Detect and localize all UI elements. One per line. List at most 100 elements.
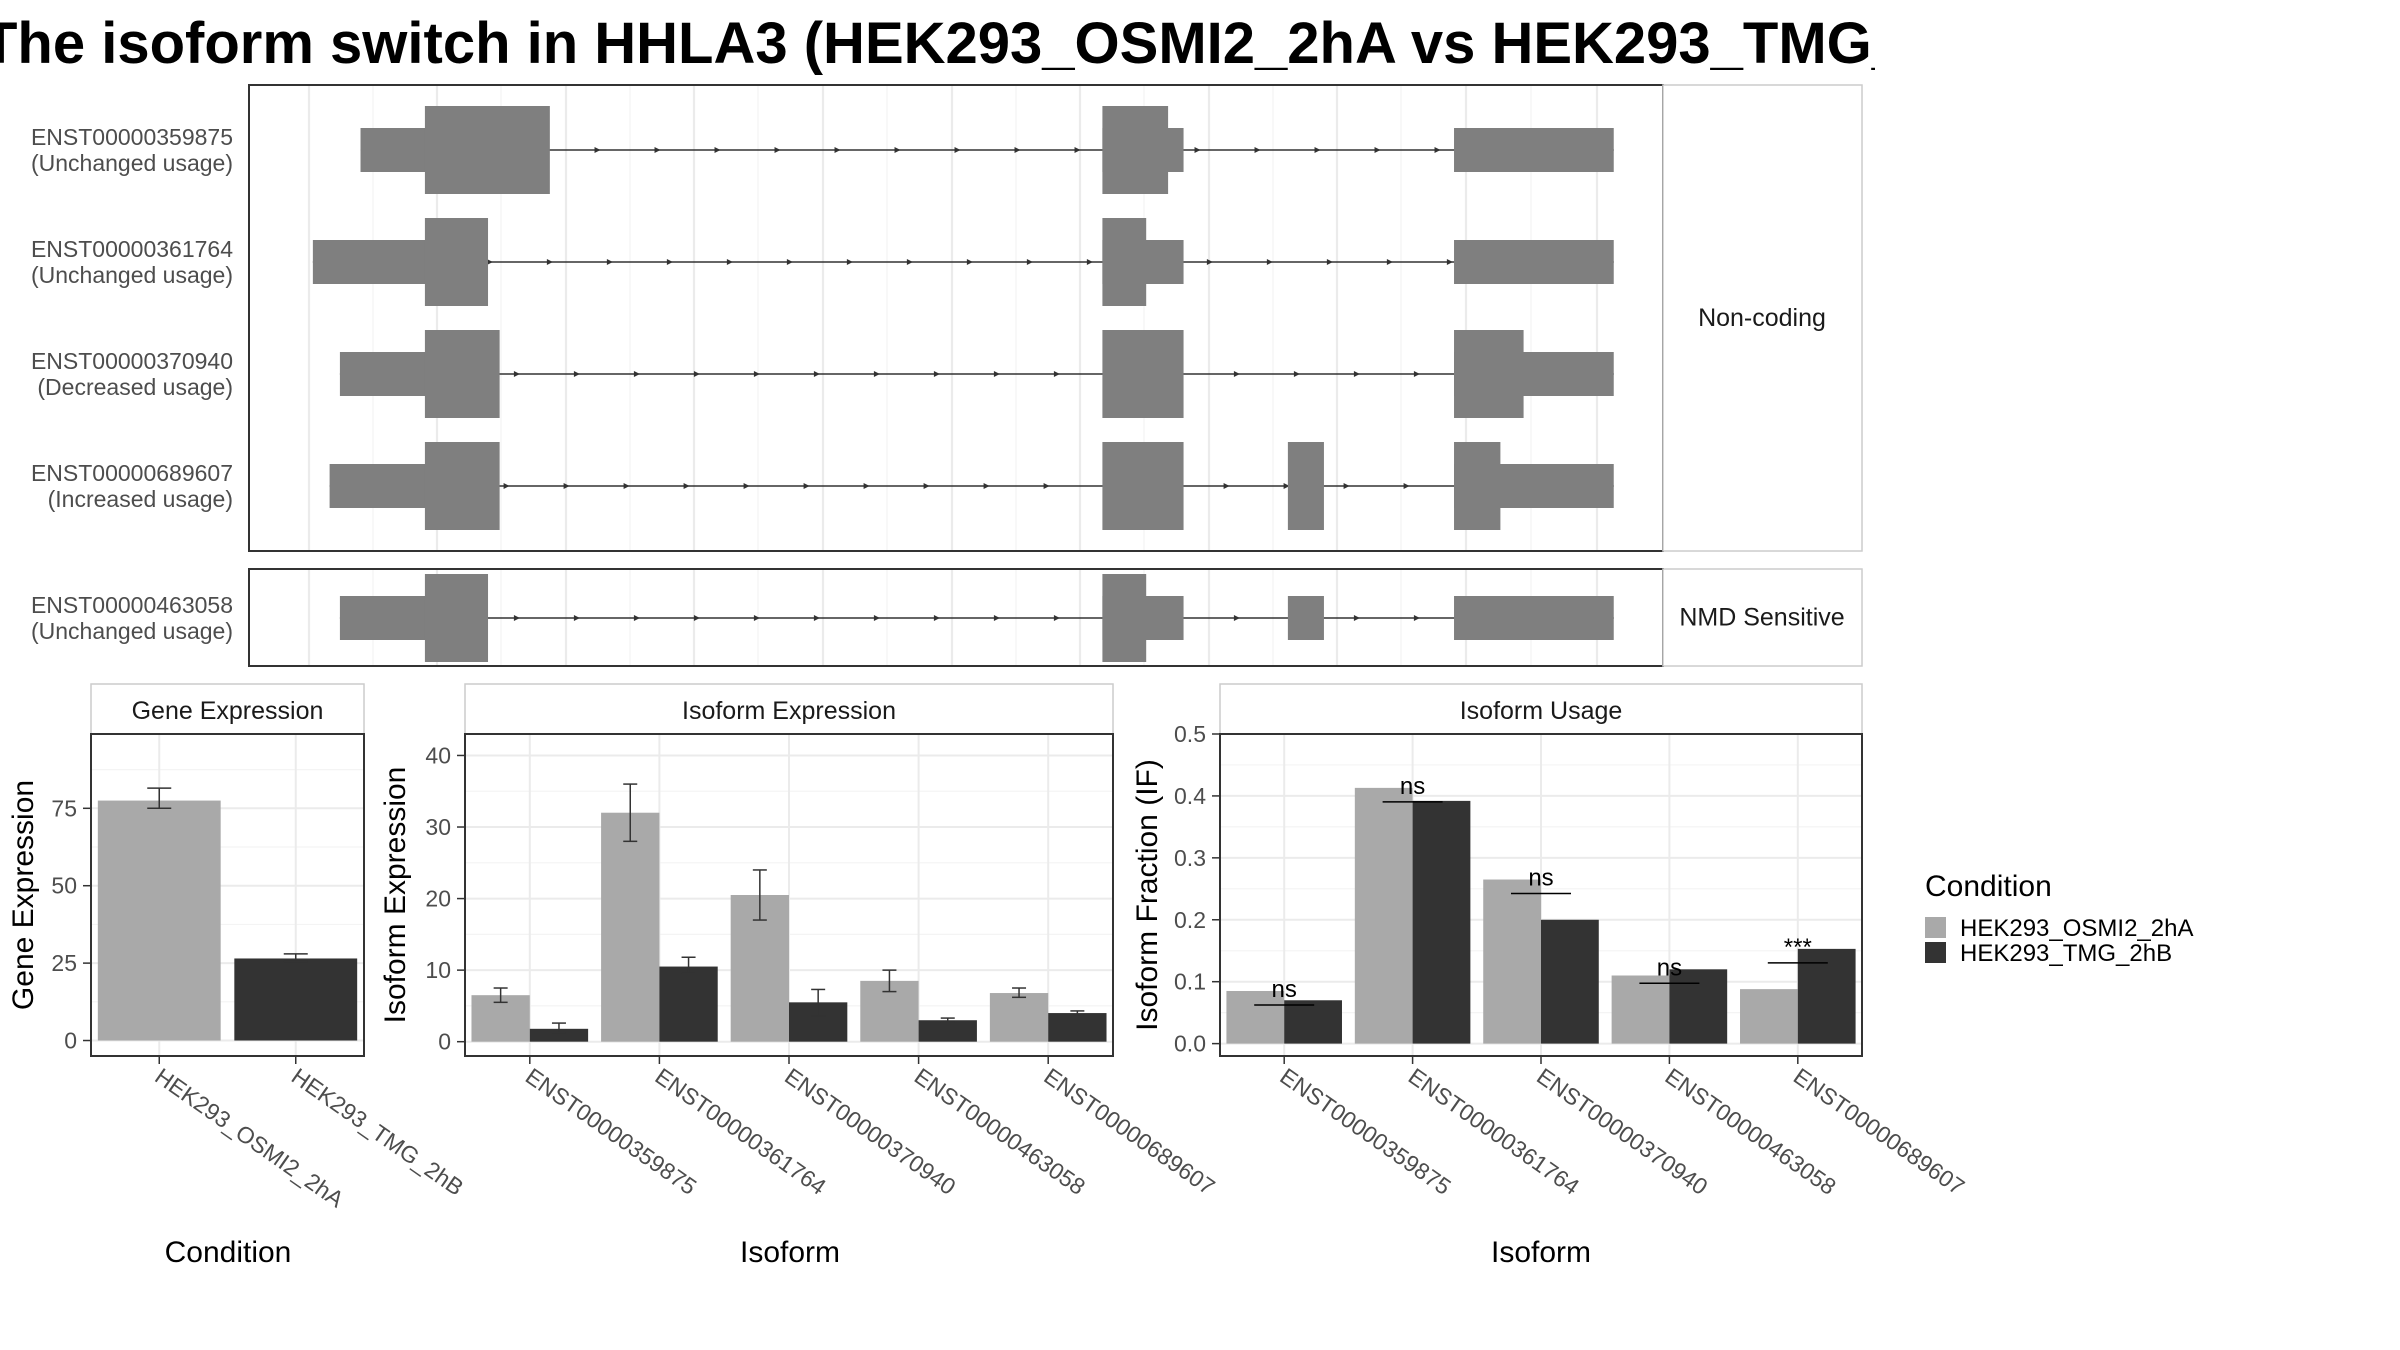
strand-arrow <box>573 615 580 621</box>
chart-title: Gene Expression <box>132 697 324 725</box>
exon-block <box>424 330 500 418</box>
transcript-id: ENST00000689607 <box>31 460 233 486</box>
y-tick-label: 25 <box>51 950 77 976</box>
exon-block <box>1102 596 1184 640</box>
significance-label: *** <box>1784 934 1812 961</box>
bar <box>989 993 1049 1042</box>
y-tick-label: 75 <box>51 795 77 821</box>
y-tick-label: 10 <box>425 957 451 983</box>
strand-arrow <box>1206 259 1213 265</box>
strand-arrow <box>1403 483 1410 489</box>
strand-arrow <box>726 259 733 265</box>
strand-arrow <box>1223 483 1230 489</box>
transcript-label: ENST00000689607 (Increased usage) <box>31 460 233 512</box>
chart-strip <box>90 683 365 735</box>
strand-arrow <box>774 147 781 153</box>
strand-arrow <box>1074 147 1081 153</box>
legend-title: Condition <box>1925 870 2052 903</box>
strand-arrow <box>1413 371 1420 377</box>
strand-arrow <box>993 371 1000 377</box>
strand-arrow <box>743 483 750 489</box>
transcript-usage: (Unchanged usage) <box>31 618 233 644</box>
bar <box>1483 879 1541 1044</box>
strand-arrow <box>1434 147 1441 153</box>
y-tick-label: 40 <box>425 742 451 768</box>
transcript-id: ENST00000359875 <box>31 124 233 150</box>
bar <box>601 812 660 1042</box>
legend-swatch <box>1925 942 1946 963</box>
bar <box>234 958 358 1041</box>
exon-block <box>1102 240 1184 284</box>
strand-arrow <box>623 483 630 489</box>
bar <box>1669 969 1728 1044</box>
x-axis-title: Isoform <box>1491 1236 1591 1269</box>
strand-arrow <box>594 147 601 153</box>
exon-block <box>424 574 489 662</box>
strand-arrow <box>1386 259 1393 265</box>
strand-arrow <box>1053 371 1060 377</box>
significance-label: ns <box>1400 773 1425 800</box>
strand-arrow <box>693 615 700 621</box>
transcript-usage: (Decreased usage) <box>37 374 233 400</box>
strand-arrow <box>1446 259 1453 265</box>
exon-block <box>1454 128 1614 172</box>
strand-arrow <box>803 483 810 489</box>
strand-arrow <box>993 615 1000 621</box>
y-tick-label: 0.2 <box>1174 907 1206 933</box>
legend-swatch <box>1925 917 1946 938</box>
significance-label: ns <box>1272 976 1297 1003</box>
chart-title: Isoform Usage <box>1460 697 1623 725</box>
bar <box>1226 990 1285 1044</box>
transcript-ENST00000463058: ENST00000463058 (Unchanged usage) <box>31 574 1614 662</box>
y-tick-label: 30 <box>425 814 451 840</box>
exon-block <box>424 106 550 194</box>
exon-block <box>1454 596 1614 640</box>
strand-arrow <box>1086 259 1093 265</box>
strand-arrow <box>513 615 520 621</box>
strand-arrow <box>813 371 820 377</box>
strand-arrow <box>834 147 841 153</box>
exon-block <box>1287 442 1324 530</box>
strand-arrow <box>954 147 961 153</box>
strand-arrow <box>1314 147 1321 153</box>
chart-panel-border <box>90 733 365 1057</box>
y-tick-label: 0.5 <box>1174 721 1206 747</box>
strand-arrow <box>753 615 760 621</box>
strand-arrow <box>906 259 913 265</box>
strand-arrow <box>654 147 661 153</box>
strand-arrow <box>546 259 553 265</box>
legend-label: HEK293_OSMI2_2hA <box>1960 915 2193 942</box>
facet-strip <box>1662 568 1863 667</box>
y-tick-label: 0.1 <box>1174 969 1206 995</box>
strand-arrow <box>923 483 930 489</box>
exon-block <box>1454 464 1614 508</box>
strand-arrow <box>1343 483 1350 489</box>
bar <box>529 1028 589 1042</box>
chart-title: Isoform Expression <box>682 697 896 725</box>
strand-arrow <box>863 483 870 489</box>
transcript-label: ENST00000370940 (Decreased usage) <box>31 348 233 400</box>
bar <box>97 800 221 1041</box>
bar <box>1354 787 1413 1044</box>
strand-arrow <box>933 371 940 377</box>
strand-arrow <box>1053 615 1060 621</box>
strand-arrow <box>633 615 640 621</box>
transcript-id: ENST00000361764 <box>31 236 233 262</box>
structure-panel-nmd-sensitive: ENST00000463058 (Unchanged usage) NMD Sens… <box>31 568 1863 667</box>
strand-arrow <box>1254 147 1261 153</box>
transcript-id: ENST00000370940 <box>31 348 233 374</box>
bar <box>659 966 718 1042</box>
strand-arrow <box>1266 259 1273 265</box>
strand-arrow <box>563 483 570 489</box>
strand-arrow <box>486 259 493 265</box>
strand-arrow <box>666 259 673 265</box>
strand-arrow <box>933 615 940 621</box>
transcript-usage: (Increased usage) <box>48 486 233 512</box>
y-tick-label: 0 <box>64 1028 77 1054</box>
y-axis-title: Gene Expression <box>7 780 40 1010</box>
exon-block <box>1454 240 1614 284</box>
y-tick-label: 50 <box>51 873 77 899</box>
strand-arrow <box>606 259 613 265</box>
bar <box>1412 800 1471 1044</box>
